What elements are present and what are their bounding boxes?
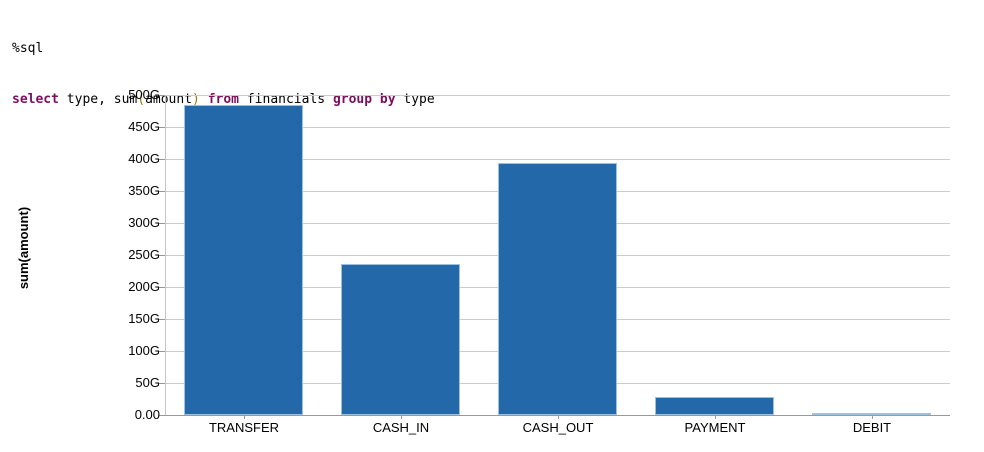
y-tick-label: 100G [128, 343, 160, 358]
y-tick-label: 250G [128, 247, 160, 262]
x-axis-tick [872, 415, 873, 419]
magic-command: %sql [12, 41, 44, 56]
x-axis-tick [558, 415, 559, 419]
y-tick-label: 300G [128, 215, 160, 230]
y-axis-tick [159, 127, 165, 128]
code-line-magic: %sql [12, 40, 435, 57]
bar-transfer [184, 105, 303, 415]
y-axis-tick [159, 415, 165, 416]
y-tick-label: 400G [128, 151, 160, 166]
bar-payment [655, 397, 774, 415]
x-tick-label-cash_in: CASH_IN [372, 420, 430, 435]
y-axis-tick [159, 95, 165, 96]
y-axis-tick [159, 351, 165, 352]
x-axis-tick [715, 415, 716, 419]
x-axis-tick [244, 415, 245, 419]
y-tick-label: 50G [135, 375, 160, 390]
y-tick-label: 500G [128, 87, 160, 102]
bar-cash_out [498, 163, 617, 415]
y-tick-label: 450G [128, 119, 160, 134]
code-token-keyword: select [12, 92, 59, 107]
y-axis-tick [159, 319, 165, 320]
y-tick-label: 200G [128, 279, 160, 294]
gridline [165, 159, 950, 160]
x-axis-line [165, 415, 950, 416]
gridline [165, 95, 950, 96]
y-tick-label: 350G [128, 183, 160, 198]
x-tick-label-cash_out: CASH_OUT [522, 420, 594, 435]
code-token-bracket: ( [137, 92, 146, 107]
y-axis-tick [159, 159, 165, 160]
gridline [165, 127, 950, 128]
bar-debit [812, 413, 931, 415]
y-axis-tick [159, 223, 165, 224]
x-tick-label-transfer: TRANSFER [208, 420, 280, 435]
x-axis-tick [401, 415, 402, 419]
y-axis-tick [159, 383, 165, 384]
y-axis-line [165, 95, 166, 415]
y-axis-tick [159, 191, 165, 192]
x-tick-label-payment: PAYMENT [684, 420, 746, 435]
bar-cash_in [341, 264, 460, 415]
y-tick-label: 150G [128, 311, 160, 326]
x-tick-label-debit: DEBIT [852, 420, 892, 435]
code-token-text: type, sum [58, 92, 138, 107]
y-axis-tick [159, 287, 165, 288]
y-axis-tick [159, 255, 165, 256]
code-token-bracket: ) [192, 92, 200, 107]
y-tick-label: 0.00 [134, 407, 160, 422]
